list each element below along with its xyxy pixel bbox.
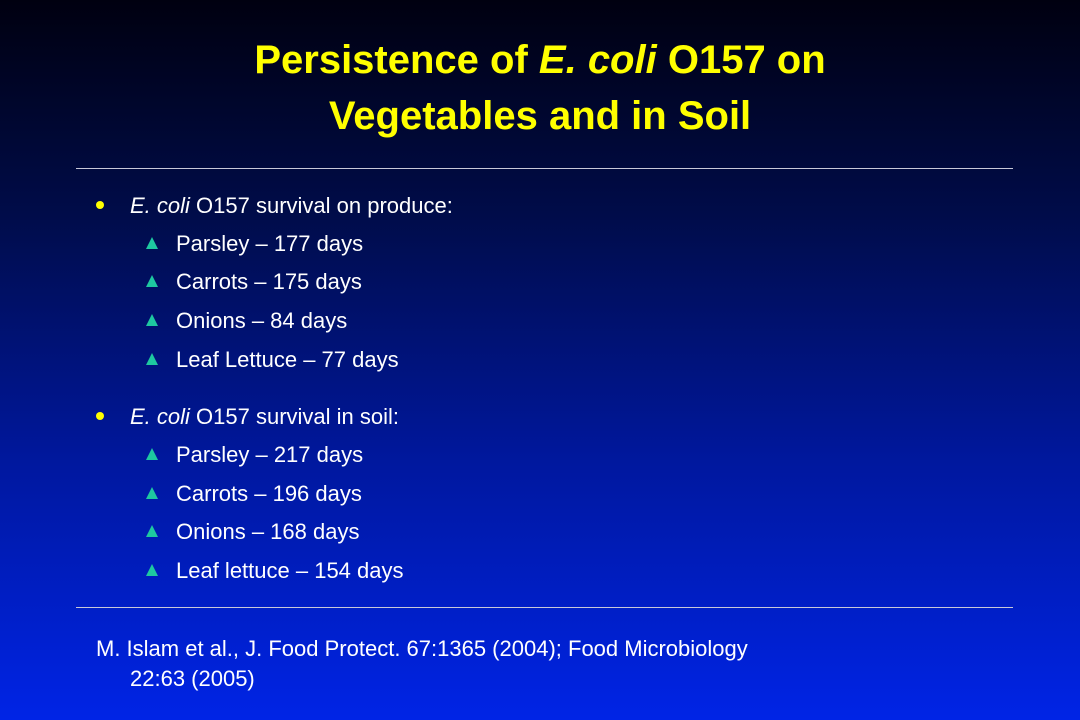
bullet-heading-italic: E. coli xyxy=(130,404,190,429)
list-item-text: Leaf lettuce – 154 days xyxy=(176,558,404,583)
title-text-post: O157 on xyxy=(656,38,826,82)
list-item: Carrots – 196 days xyxy=(146,480,362,508)
teal-triangle-icon xyxy=(146,487,158,500)
teal-triangle-icon xyxy=(146,275,158,288)
title-line-1: Persistence of E. coli O157 on xyxy=(0,32,1080,88)
teal-triangle-icon xyxy=(146,353,158,366)
citation-line-2: 22:63 (2005) xyxy=(130,666,255,691)
title-text-italic: E. coli xyxy=(538,38,657,82)
slide-title: Persistence of E. coli O157 on Vegetable… xyxy=(0,32,1080,144)
list-item-text: Leaf Lettuce – 77 days xyxy=(176,347,399,372)
list-item: Parsley – 217 days xyxy=(146,441,363,469)
bullet-heading-rest: O157 survival in soil: xyxy=(189,404,400,429)
list-item: Leaf Lettuce – 77 days xyxy=(146,346,399,374)
list-item-text: Onions – 168 days xyxy=(176,519,360,544)
teal-triangle-icon xyxy=(146,314,158,327)
list-item-text: Parsley – 177 days xyxy=(176,231,364,256)
top-divider xyxy=(76,168,1013,169)
teal-triangle-icon xyxy=(146,448,158,461)
title-text-pre: Persistence of xyxy=(254,38,539,82)
list-item: Parsley – 177 days xyxy=(146,230,363,258)
bullet-produce: E. coli O157 survival on produce: xyxy=(96,192,453,220)
list-item-text: Carrots – 175 days xyxy=(176,269,362,294)
yellow-dot-icon xyxy=(96,412,104,421)
list-item: Onions – 84 days xyxy=(146,307,347,335)
teal-triangle-icon xyxy=(146,525,158,538)
bullet-heading-italic: E. coli xyxy=(130,193,190,218)
bottom-divider xyxy=(76,607,1013,608)
bullet-soil: E. coli O157 survival in soil: xyxy=(96,403,399,431)
list-item-text: Onions – 84 days xyxy=(176,308,348,333)
list-item-text: Parsley – 217 days xyxy=(176,442,364,467)
teal-triangle-icon xyxy=(146,564,158,577)
bullet-heading-rest: O157 survival on produce: xyxy=(189,193,453,218)
list-item: Carrots – 175 days xyxy=(146,268,362,296)
citation: M. Islam et al., J. Food Protect. 67:136… xyxy=(96,634,996,694)
list-item: Onions – 168 days xyxy=(146,518,359,546)
list-item-text: Carrots – 196 days xyxy=(176,481,362,506)
list-item: Leaf lettuce – 154 days xyxy=(146,557,404,585)
teal-triangle-icon xyxy=(146,237,158,250)
yellow-dot-icon xyxy=(96,201,104,210)
title-line-2: Vegetables and in Soil xyxy=(328,94,752,138)
citation-line-1: M. Islam et al., J. Food Protect. 67:136… xyxy=(96,636,748,661)
